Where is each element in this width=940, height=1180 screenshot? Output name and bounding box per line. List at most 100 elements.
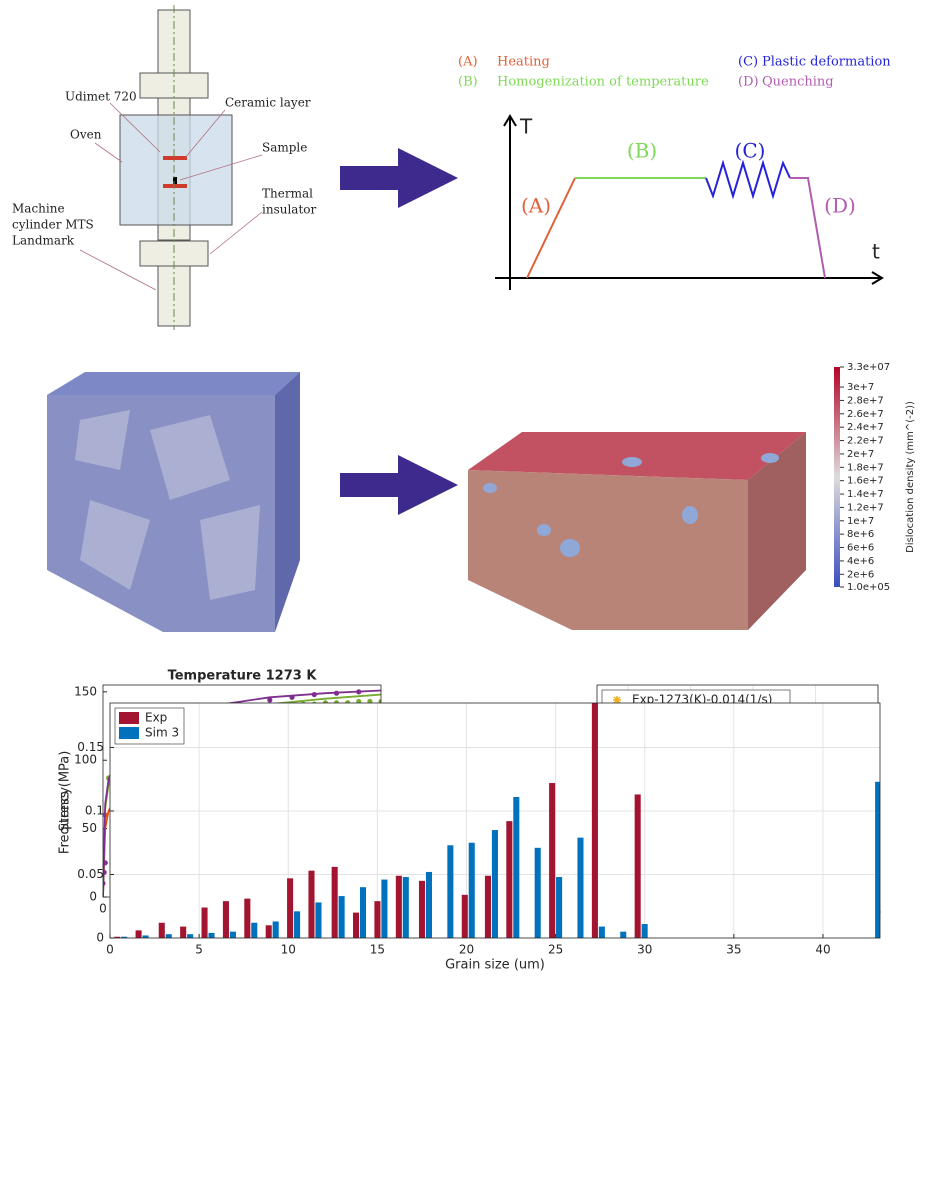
bar: [165, 934, 172, 938]
slab-front: [468, 470, 748, 630]
apparatus-label: insulator: [262, 203, 316, 217]
grain: [682, 506, 698, 524]
bar: [875, 781, 880, 938]
bar: [395, 875, 402, 938]
bar: [142, 935, 149, 938]
oven: [119, 114, 233, 226]
grain: [80, 500, 150, 590]
phase-letter: (D): [738, 75, 759, 90]
y-axis-label: Stress (MPa): [58, 751, 73, 832]
slab-side: [748, 432, 806, 630]
bar: [556, 877, 563, 938]
grain: [200, 505, 260, 600]
axes-frame: [109, 702, 881, 939]
t-axis: [503, 114, 517, 290]
time-axis: [495, 271, 884, 285]
colorbar-tick-label: 2.4e+7: [847, 422, 884, 433]
bar: [187, 934, 194, 938]
colorbar-tick-label: 2.8e+7: [847, 395, 884, 406]
phase-name: Plastic deformation: [762, 55, 891, 70]
bar: [121, 936, 128, 938]
colorbar-tick-label: 2e+6: [847, 569, 874, 580]
leader: [109, 102, 161, 153]
bar: [265, 925, 272, 938]
arrow: [340, 148, 458, 208]
phase-name: Quenching: [762, 75, 834, 90]
colorbar-tick-label: 1.0e+05: [847, 582, 890, 593]
cube-top: [47, 372, 300, 395]
bar: [229, 931, 236, 938]
axis-label: T: [519, 115, 533, 139]
bar: [374, 901, 381, 938]
phase-name: Heating: [497, 55, 550, 70]
apparatus-label: Udimet 720: [65, 90, 137, 104]
chart-title: Temperature 1273 K: [168, 669, 318, 684]
colorbar-tick-label: 1.8e+7: [847, 462, 884, 473]
bar: [338, 896, 345, 938]
bar: [381, 879, 388, 938]
bar: [272, 921, 279, 938]
bar: [402, 877, 409, 938]
legend-swatch: [119, 727, 139, 739]
colorbar-tick-label: 1.4e+7: [847, 489, 884, 500]
bar: [315, 902, 322, 938]
phase-label: (A): [521, 194, 551, 218]
x-tick-label: 35: [726, 943, 741, 957]
bar: [353, 912, 360, 938]
x-tick-label: 20: [459, 943, 474, 957]
y-tick-label: 100: [74, 753, 97, 767]
grain: [537, 524, 551, 536]
bar: [158, 922, 165, 938]
bar: [114, 936, 121, 938]
x-tick-label: 30: [637, 943, 652, 957]
bar: [534, 847, 541, 938]
x-tick-label: 40: [815, 943, 830, 957]
cube-side: [275, 372, 300, 632]
colorbar-tick-label: 2.2e+7: [847, 436, 884, 447]
phase-letter: (C): [738, 55, 758, 70]
plot-marks: [114, 703, 880, 938]
grain: [75, 410, 130, 470]
y-tick-label: 50: [82, 821, 97, 835]
bar: [634, 794, 641, 938]
slab-top: [468, 432, 806, 480]
x-tick-label: 5: [195, 943, 203, 957]
deformation-line: [705, 159, 791, 200]
dislocation-render: [468, 432, 806, 630]
bar: [577, 837, 584, 938]
ceramic-layer: [163, 184, 187, 188]
colorbar: [834, 367, 840, 587]
bar: [591, 703, 598, 938]
bar: [222, 901, 229, 938]
grain-cube: [47, 372, 300, 632]
bar: [549, 783, 556, 938]
leader: [79, 249, 157, 291]
apparatus-label: Ceramic layer: [225, 96, 311, 110]
bar: [308, 870, 315, 938]
grain: [622, 457, 642, 467]
colorbar-tick-label: 6e+6: [847, 543, 874, 554]
leader: [179, 154, 263, 181]
bar: [425, 871, 433, 938]
grain: [150, 415, 230, 500]
bar: [598, 926, 605, 938]
point: [267, 697, 273, 703]
leader: [184, 109, 226, 159]
colorbar-tick-label: 1e+7: [847, 516, 874, 527]
leader: [94, 142, 123, 163]
x-tick-label: 15: [370, 943, 385, 957]
phase-name: Homogenization of temperature: [497, 75, 709, 90]
y-tick-label: 0.05: [77, 867, 104, 881]
x-tick-label: 10: [281, 943, 296, 957]
bar: [418, 880, 426, 938]
legend-label: Exp: [145, 711, 167, 725]
bar: [180, 926, 187, 938]
bar: [244, 898, 251, 938]
colorbar-tick-label: 2e+7: [847, 449, 874, 460]
apparatus-label: cylinder MTS: [12, 218, 94, 232]
x-tick-label: 0: [99, 902, 107, 916]
bar: [201, 907, 208, 938]
arrow: [340, 455, 458, 515]
x-tick-label: 0: [106, 943, 114, 957]
